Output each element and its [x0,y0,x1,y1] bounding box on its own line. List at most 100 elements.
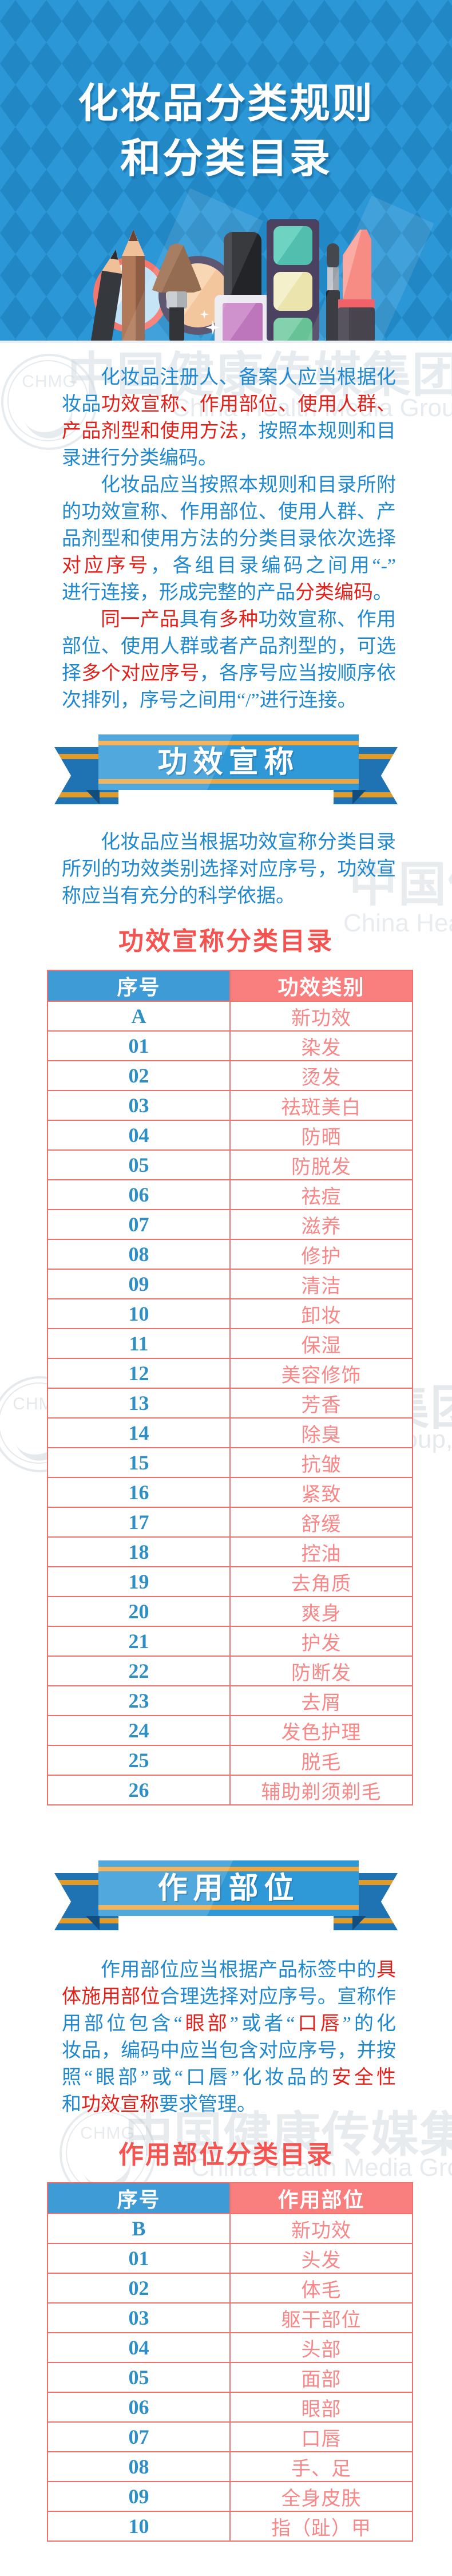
category-cell: 防断发 [229,1656,413,1686]
page-title-line2: 和分类目录 [120,137,332,181]
table-row: 09 全身皮肤 [47,2481,413,2512]
row-number-cell: 07 [47,2421,231,2452]
eyeshadow-palette-illustration [267,219,319,342]
table-row: 21 护发 [47,1626,413,1657]
category-cell: 新功效 [229,1001,413,1032]
table-header-row: 序号 作用部位 [47,2182,413,2214]
row-number-cell: 01 [47,1030,231,1061]
mascara-bulb [327,243,339,268]
text-segment-red: 多种 [219,609,259,630]
category-cell: 清洁 [229,1269,413,1299]
category-cell: 祛斑美白 [229,1090,413,1121]
text-segment-blue: 具有 [179,609,219,630]
text-segment-blue: 次排列，序号之间用“/”进行连接。 [62,690,357,711]
category-cell: 发色护理 [229,1715,413,1746]
row-number-cell: 10 [47,1298,231,1329]
table-row: 26 辅助剃须剃毛 [47,1775,413,1805]
nail-polish-illustration [215,295,271,342]
table-row: 18 控油 [47,1536,413,1567]
table-row: 10 指（趾）甲 [47,2511,413,2542]
table-row: 05 防脱发 [47,1149,413,1180]
category-cell: 舒缓 [229,1507,413,1538]
row-number-cell: 05 [47,2362,231,2393]
table-row: 17 舒缓 [47,1507,413,1538]
category-cell: 美容修饰 [229,1358,413,1389]
paragraph-line: 次排列，序号之间用“/”进行连接。 [62,687,396,714]
paragraph-line: 品剂型和使用方法的分类目录依次选择 [62,526,396,552]
paragraph-line: 所列的功效类别选择对应序号，功效宣 [62,856,396,883]
table-row: 23 去屑 [47,1685,413,1716]
text-segment-blue: 进行连接，形成完整的产品 [62,582,295,603]
paragraph-multiple-numbers-rule: 同一产品具有多种功效宣称、作用 部位、使用人群或者产品剂型的，可选 择多个对应序号，… [62,606,396,714]
table-row: 01 头发 [47,2243,413,2274]
brush-handle [169,307,184,342]
category-cell: 防脱发 [229,1149,413,1180]
paragraph-line: 妆品，编码中应当包含对应序号，并按 [62,2037,396,2064]
category-cell: 紧致 [229,1477,413,1508]
row-number-cell: 02 [47,1060,231,1091]
paragraph-coding-rule: 化妆品应当按照本规则和目录所附 的功效宣称、作用部位、使用人群、产 品剂型和使用方法… [62,472,396,606]
category-cell: 护发 [229,1626,413,1657]
row-number-cell: 12 [47,1358,231,1389]
table-row: 04 头部 [47,2332,413,2363]
text-segment-red: 分类编码 [295,582,373,603]
text-segment-blue: ，按照本规则和目 [239,421,396,442]
category-cell: 去屑 [229,1685,413,1716]
table-row: 22 防断发 [47,1656,413,1686]
category-cell: 爽身 [229,1596,413,1627]
paragraph-claims-rule: 化妆品应当根据功效宣称分类目录 所列的功效类别选择对应序号，功效宣 称应当有充分的科… [62,829,396,910]
table-row: 25 脱毛 [47,1745,413,1776]
row-number-cell: 04 [47,1120,231,1151]
table-row: B 新功效 [47,2213,413,2244]
text-segment-red: 眼部 [182,2013,230,2034]
text-segment-blue: 所列的功效类别选择对应序号，功效宣 [62,859,396,880]
row-number-cell: 08 [47,1239,231,1270]
row-number-cell: 09 [47,2481,231,2512]
row-number-cell: 21 [47,1626,231,1657]
table-row: 02 烫发 [47,1060,413,1091]
column-header: 作用部位 [229,2182,413,2214]
ribbon-banner-claims: 功效宣称 [0,734,452,815]
row-number-cell: 23 [47,1685,231,1716]
eyebrow-pencil-illustration [122,230,145,342]
table-row: 07 口唇 [47,2421,413,2452]
paragraph-line: 照“眼部”或“口唇”化妆品的安全性 [62,2064,396,2091]
paragraph-line: 的功效宣称、作用部位、使用人群、产 [62,499,396,526]
text-segment-blue: 的功效宣称、作用部位、使用人群、产 [62,501,396,523]
category-cell: 躯干部位 [229,2302,413,2333]
text-segment-red: 功效宣称 [81,2094,159,2115]
text-segment-blue: 择 [62,663,82,684]
nail-polish-label [223,303,263,342]
table-row: 16 紧致 [47,1477,413,1508]
text-segment-blue: 和 [62,2094,81,2115]
ribbon-label: 功效宣称 [98,734,359,790]
category-cell: 烫发 [229,1060,413,1091]
brush-ferrule [166,291,187,309]
category-cell: 头部 [229,2332,413,2363]
pencil-shaft [122,256,145,342]
eyeshadow-pan-teal [273,226,312,265]
table-row: 04 防晒 [47,1120,413,1151]
row-number-cell: 22 [47,1656,231,1686]
cosmetics-illustration [90,188,434,342]
paragraph-line: 和功效宣称要求管理。 [62,2091,396,2118]
text-segment-blue: 妆品 [62,394,101,415]
paragraph-line: 作用部位应当根据产品标签中的具 [62,1957,396,1984]
mascara-wand-illustration [326,243,340,342]
column-header: 序号 [47,2182,231,2214]
makeup-brush-illustration [150,243,203,342]
row-number-cell: 03 [47,2302,231,2333]
row-number-cell: 04 [47,2332,231,2363]
eyeshadow-pan-cream [273,272,312,311]
text-segment-blue: ”的化 [342,2013,396,2034]
paragraph-line: 妆品功效宣称、作用部位、使用人群、 [62,391,396,418]
paragraph-line: 称应当有充分的科学依据。 [62,883,396,910]
text-segment-blue: 妆品，编码中应当包含对应序号，并按 [62,2040,396,2061]
table-row: 11 保湿 [47,1328,413,1359]
row-number-cell: 13 [47,1388,231,1419]
row-number-cell: 16 [47,1477,231,1508]
table-row: 24 发色护理 [47,1715,413,1746]
nail-polish-cap [224,232,261,299]
text-segment-blue: 部位、使用人群或者产品剂型的，可选 [62,636,396,657]
